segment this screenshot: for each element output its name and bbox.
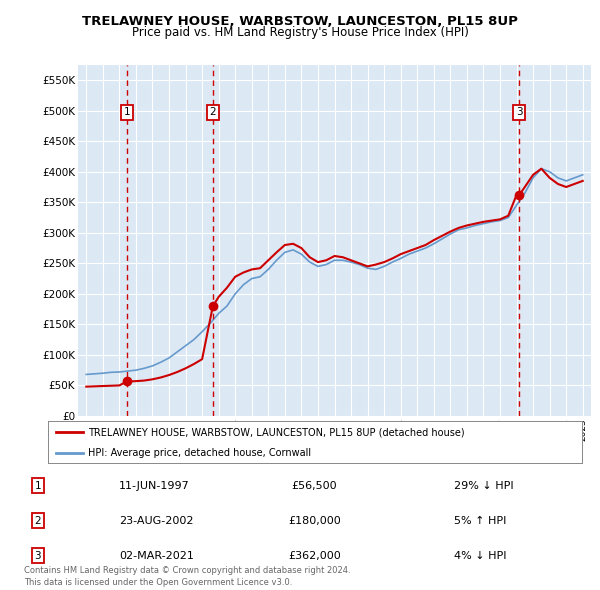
Text: TRELAWNEY HOUSE, WARBSTOW, LAUNCESTON, PL15 8UP (detached house): TRELAWNEY HOUSE, WARBSTOW, LAUNCESTON, P… (88, 427, 464, 437)
Text: 29% ↓ HPI: 29% ↓ HPI (454, 481, 513, 491)
Text: Contains HM Land Registry data © Crown copyright and database right 2024.
This d: Contains HM Land Registry data © Crown c… (24, 566, 350, 587)
Text: 23-AUG-2002: 23-AUG-2002 (119, 516, 193, 526)
Text: 2: 2 (35, 516, 41, 526)
Text: 2: 2 (209, 107, 216, 117)
Text: £180,000: £180,000 (288, 516, 341, 526)
Text: 11-JUN-1997: 11-JUN-1997 (119, 481, 190, 491)
Text: £56,500: £56,500 (292, 481, 337, 491)
Text: HPI: Average price, detached house, Cornwall: HPI: Average price, detached house, Corn… (88, 448, 311, 458)
Text: 4% ↓ HPI: 4% ↓ HPI (454, 550, 506, 560)
Text: £362,000: £362,000 (288, 550, 341, 560)
Text: 1: 1 (124, 107, 130, 117)
Text: 3: 3 (516, 107, 523, 117)
Text: 3: 3 (35, 550, 41, 560)
Text: 1: 1 (35, 481, 41, 491)
Text: Price paid vs. HM Land Registry's House Price Index (HPI): Price paid vs. HM Land Registry's House … (131, 26, 469, 39)
Text: 5% ↑ HPI: 5% ↑ HPI (454, 516, 506, 526)
Text: TRELAWNEY HOUSE, WARBSTOW, LAUNCESTON, PL15 8UP: TRELAWNEY HOUSE, WARBSTOW, LAUNCESTON, P… (82, 15, 518, 28)
Text: 02-MAR-2021: 02-MAR-2021 (119, 550, 194, 560)
